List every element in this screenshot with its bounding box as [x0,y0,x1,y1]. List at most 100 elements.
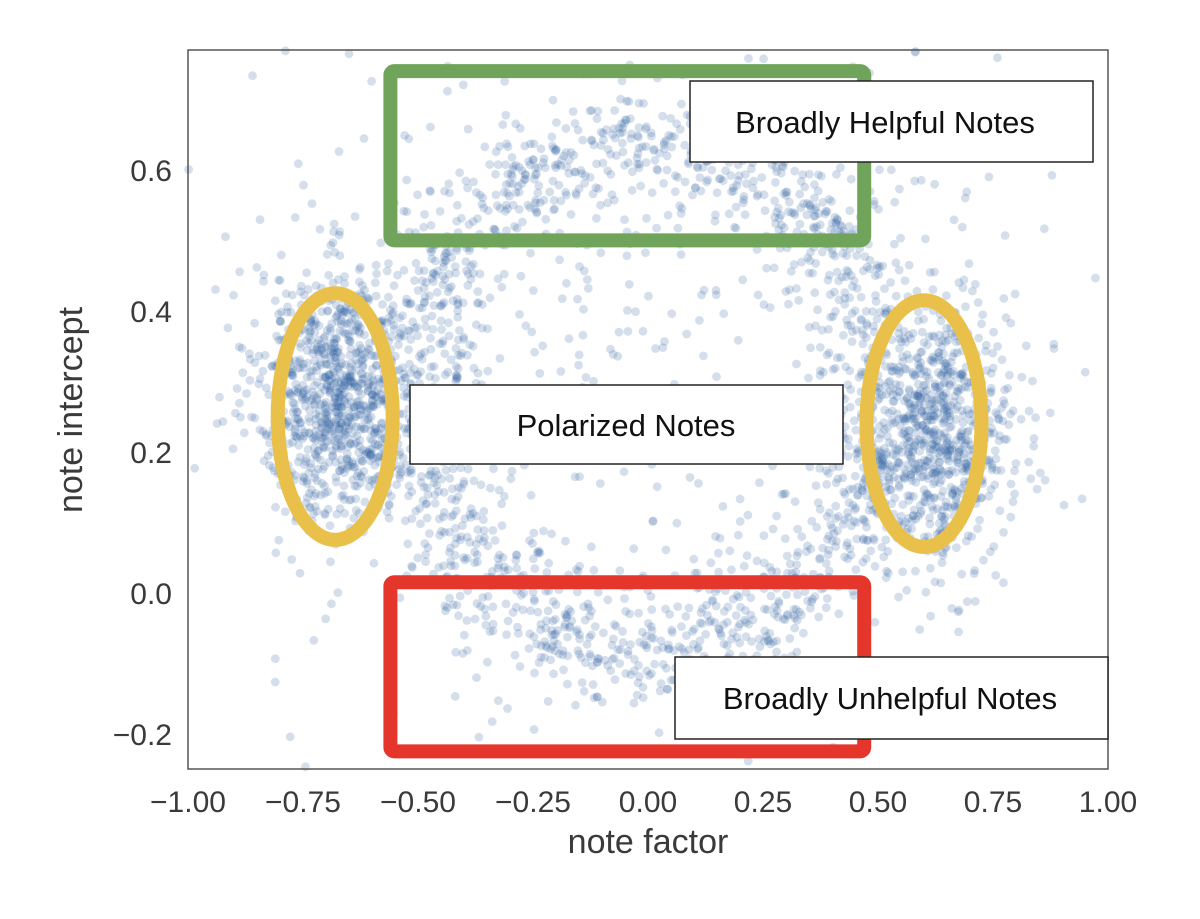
scatter-point [891,258,901,268]
scatter-point [873,263,882,273]
scatter-point [853,490,863,500]
scatter-point [638,682,648,692]
scatter-point [417,303,427,313]
scatter-point [953,455,963,465]
scatter-point [384,292,393,302]
scatter-point [626,670,636,679]
scatter-point [573,625,582,635]
scatter-point [342,455,352,464]
scatter-point [358,445,368,455]
scatter-point [603,595,613,605]
scatter-point [946,422,956,431]
scatter-point [936,414,946,423]
scatter-point [919,438,929,448]
y-tick-label: 0.2 [130,437,172,470]
scatter-point [812,222,821,232]
scatter-point [923,340,932,350]
scatter-point [792,647,802,657]
scatter-point [1010,289,1020,299]
scatter-point [809,211,819,221]
scatter-point [919,338,929,347]
scatter-point [730,222,739,232]
scatter-point [340,319,350,328]
scatter-point [842,251,852,260]
scatter-point [287,370,297,380]
scatter-point [357,356,366,365]
scatter-point [355,441,364,451]
scatter-point [845,485,854,494]
scatter-point [688,190,697,200]
scatter-point [964,383,973,392]
scatter-point [927,396,937,405]
scatter-point [928,352,937,362]
scatter-point [641,248,650,258]
scatter-point [999,294,1009,303]
scatter-point [634,608,643,618]
scatter-point [323,306,333,315]
scatter-point [330,338,339,348]
scatter-point [912,286,922,296]
scatter-point [837,222,847,231]
scatter-point [401,298,411,307]
scatter-point [706,558,716,568]
scatter-point [463,646,472,655]
scatter-point [859,534,868,543]
scatter-point [497,282,507,292]
scatter-point [665,609,675,619]
scatter-point [299,363,308,373]
scatter-point [858,557,868,567]
scatter-point [313,464,323,474]
scatter-point [336,304,346,314]
scatter-point [361,347,371,357]
scatter-point [502,630,511,639]
scatter-point [477,199,487,209]
scatter-point [802,210,812,220]
scatter-point [793,547,803,557]
scatter-point [324,371,333,380]
scatter-point [953,402,962,411]
scatter-point [870,617,880,627]
scatter-point [902,585,912,595]
scatter-point [330,343,339,352]
scatter-point [894,481,904,490]
scatter-point [673,602,683,611]
scatter-point [832,214,842,224]
scatter-point [339,490,348,500]
scatter-point [459,553,468,562]
scatter-point [302,393,311,402]
scatter-point [719,309,729,319]
scatter-point [748,183,758,193]
scatter-point [642,640,651,650]
scatter-point [988,348,998,358]
scatter-point [826,312,835,322]
scatter-point [333,347,343,357]
scatter-point [911,414,920,423]
scatter-point [904,260,914,270]
scatter-point [857,367,867,377]
scatter-point [784,207,793,217]
scatter-point [834,276,843,286]
scatter-point [599,628,608,638]
scatter-point [304,413,314,423]
scatter-point [931,436,941,445]
scatter-point [885,485,895,494]
scatter-point [300,394,310,404]
scatter-point [913,435,923,444]
scatter-point [985,547,995,557]
scatter-point [461,257,471,266]
scatter-point [875,421,884,431]
scatter-point [884,568,893,578]
scatter-point [493,696,503,705]
scatter-point [915,625,925,634]
scatter-point [862,262,872,272]
scatter-point [830,287,839,297]
scatter-point [454,611,463,621]
scatter-point [335,384,344,393]
scatter-point [338,411,347,420]
scatter-point [957,569,967,579]
scatter-point [311,281,321,290]
scatter-point [942,371,952,380]
scatter-point [321,614,330,624]
scatter-point [371,260,381,270]
scatter-point [916,175,926,185]
